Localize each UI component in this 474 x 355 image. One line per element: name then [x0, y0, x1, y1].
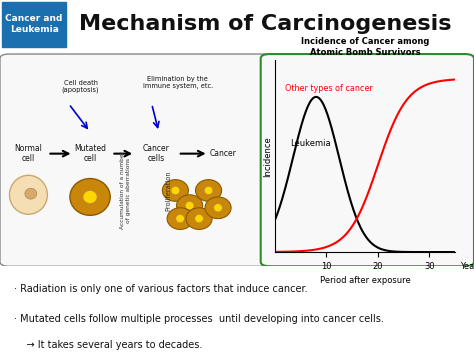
- Ellipse shape: [195, 214, 203, 223]
- Ellipse shape: [204, 186, 213, 195]
- Ellipse shape: [195, 180, 221, 201]
- Text: → It takes several years to decades.: → It takes several years to decades.: [14, 340, 202, 350]
- Ellipse shape: [167, 208, 193, 229]
- FancyBboxPatch shape: [0, 54, 275, 266]
- Text: Cell death
(apoptosis): Cell death (apoptosis): [62, 80, 100, 93]
- Text: Mutated
cell: Mutated cell: [74, 144, 106, 163]
- Text: Normal
cell: Normal cell: [15, 144, 42, 163]
- FancyBboxPatch shape: [2, 2, 66, 47]
- Ellipse shape: [176, 195, 203, 217]
- Ellipse shape: [162, 180, 188, 201]
- Text: Accumulation of a number
of genetic aberrations: Accumulation of a number of genetic aber…: [120, 152, 131, 229]
- Ellipse shape: [171, 186, 180, 195]
- Ellipse shape: [70, 179, 110, 215]
- Ellipse shape: [185, 202, 194, 210]
- FancyBboxPatch shape: [261, 54, 474, 266]
- Text: Cancer
cells: Cancer cells: [143, 144, 170, 163]
- Ellipse shape: [25, 188, 36, 199]
- Title: Incidence of Cancer among
Atomic Bomb Survivors: Incidence of Cancer among Atomic Bomb Su…: [301, 37, 429, 57]
- Text: Cancer and
Leukemia: Cancer and Leukemia: [5, 14, 63, 34]
- Text: Leukemia: Leukemia: [291, 139, 331, 148]
- Text: · Mutated cells follow multiple processes  until developing into cancer cells.: · Mutated cells follow multiple processe…: [14, 314, 384, 324]
- X-axis label: Period after exposure: Period after exposure: [319, 276, 410, 285]
- Text: Elimination by the
immune system, etc.: Elimination by the immune system, etc.: [143, 76, 213, 89]
- Ellipse shape: [205, 197, 231, 219]
- Ellipse shape: [186, 208, 212, 229]
- Ellipse shape: [9, 175, 47, 214]
- Y-axis label: Incidence: Incidence: [263, 136, 272, 176]
- Text: Other types of cancer: Other types of cancer: [285, 84, 373, 93]
- Text: · Radiation is only one of various factors that induce cancer.: · Radiation is only one of various facto…: [14, 284, 308, 294]
- Ellipse shape: [83, 190, 97, 203]
- Ellipse shape: [176, 214, 184, 223]
- Ellipse shape: [214, 204, 222, 212]
- Text: Mechanism of Carcinogenesis: Mechanism of Carcinogenesis: [79, 14, 452, 34]
- Text: Cancer: Cancer: [210, 149, 236, 158]
- Text: Proliferation: Proliferation: [165, 170, 171, 211]
- Text: Year: Year: [460, 262, 474, 271]
